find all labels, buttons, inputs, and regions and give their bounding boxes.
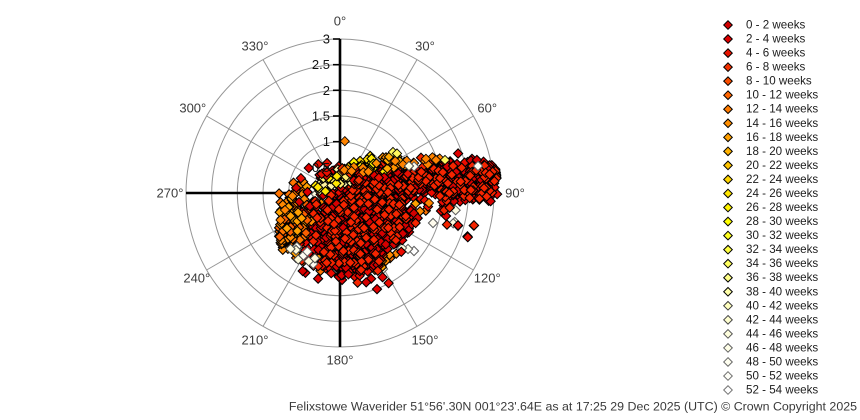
svg-text:44 - 46 weeks: 44 - 46 weeks [746,327,818,340]
svg-text:210°: 210° [242,333,269,348]
svg-text:48 - 50 weeks: 48 - 50 weeks [746,355,818,368]
svg-text:2 - 4 weeks: 2 - 4 weeks [746,33,805,46]
svg-text:28 - 30 weeks: 28 - 30 weeks [746,215,818,228]
svg-text:4 - 6 weeks: 4 - 6 weeks [746,47,805,60]
svg-text:26 - 28 weeks: 26 - 28 weeks [746,201,818,214]
svg-text:46 - 48 weeks: 46 - 48 weeks [746,341,818,354]
svg-text:52 - 54 weeks: 52 - 54 weeks [746,384,818,397]
svg-text:0°: 0° [334,14,346,29]
svg-text:30 - 32 weeks: 30 - 32 weeks [746,229,818,242]
svg-text:3: 3 [323,32,330,47]
svg-text:50 - 52 weeks: 50 - 52 weeks [746,370,818,383]
svg-text:6 - 8 weeks: 6 - 8 weeks [746,61,805,74]
svg-text:10 - 12 weeks: 10 - 12 weeks [746,89,818,102]
svg-text:120°: 120° [474,271,501,286]
svg-text:270°: 270° [157,186,184,201]
svg-text:14 - 16 weeks: 14 - 16 weeks [746,117,818,130]
svg-text:42 - 44 weeks: 42 - 44 weeks [746,313,818,326]
svg-text:2.5: 2.5 [312,57,330,72]
svg-text:Felixstowe Waverider 51°56'.30: Felixstowe Waverider 51°56'.30N 001°23'.… [289,400,857,414]
svg-text:150°: 150° [412,333,439,348]
svg-text:0 - 2 weeks: 0 - 2 weeks [746,19,805,32]
svg-text:1: 1 [323,134,330,149]
svg-text:1.5: 1.5 [312,109,330,124]
svg-text:2: 2 [323,83,330,98]
svg-text:22 - 24 weeks: 22 - 24 weeks [746,173,818,186]
svg-text:240°: 240° [183,271,210,286]
svg-text:16 - 18 weeks: 16 - 18 weeks [746,131,818,144]
svg-text:36 - 38 weeks: 36 - 38 weeks [746,271,818,284]
svg-text:34 - 36 weeks: 34 - 36 weeks [746,257,818,270]
svg-text:12 - 14 weeks: 12 - 14 weeks [746,103,818,116]
svg-text:180°: 180° [327,353,354,368]
svg-text:30°: 30° [415,38,435,53]
svg-text:24 - 26 weeks: 24 - 26 weeks [746,187,818,200]
svg-text:40 - 42 weeks: 40 - 42 weeks [746,299,818,312]
svg-text:90°: 90° [505,186,525,201]
svg-text:8 - 10 weeks: 8 - 10 weeks [746,75,812,88]
svg-text:60°: 60° [477,101,497,116]
svg-text:0.5: 0.5 [312,160,330,175]
svg-text:32 - 34 weeks: 32 - 34 weeks [746,243,818,256]
svg-text:20 - 22 weeks: 20 - 22 weeks [746,159,818,172]
svg-text:300°: 300° [179,101,206,116]
svg-text:330°: 330° [242,38,269,53]
svg-text:18 - 20 weeks: 18 - 20 weeks [746,145,818,158]
svg-text:38 - 40 weeks: 38 - 40 weeks [746,285,818,298]
